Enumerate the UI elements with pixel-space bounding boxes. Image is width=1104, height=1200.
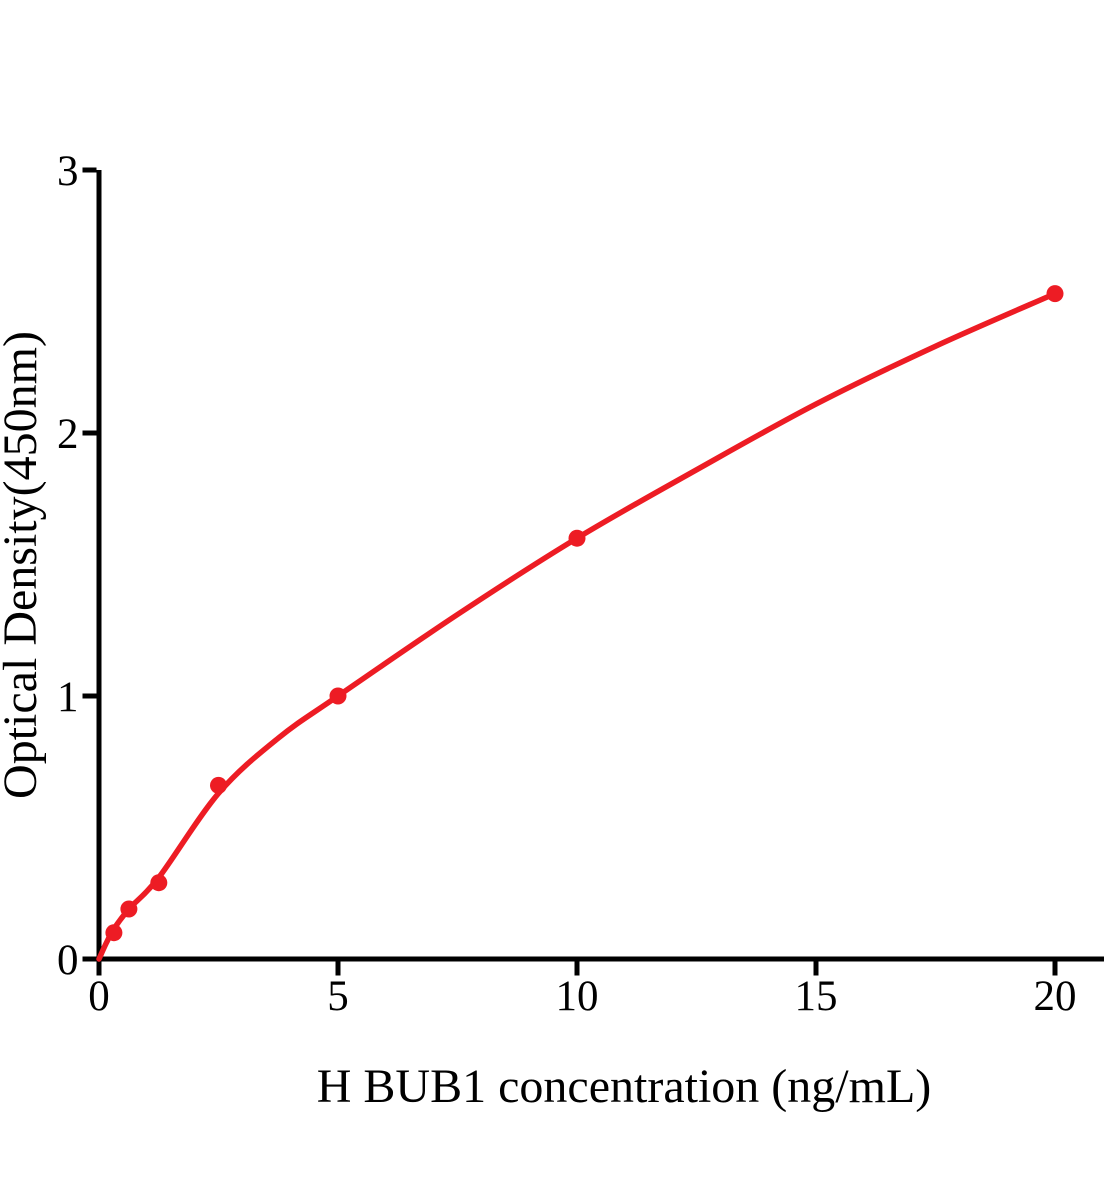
y-tick-label: 0	[57, 937, 79, 984]
points-layer	[105, 285, 1064, 942]
curve-layer	[96, 290, 1058, 962]
x-tick-label: 0	[88, 973, 110, 1020]
data-point-marker	[150, 874, 168, 892]
data-point-marker	[105, 924, 123, 942]
data-point-marker	[1046, 285, 1064, 303]
x-tick-label: 10	[556, 973, 599, 1020]
y-tick-label: 2	[57, 411, 79, 458]
axes-layer	[82, 167, 1104, 976]
y-tick-label: 1	[57, 674, 79, 721]
x-tick-label: 20	[1034, 973, 1077, 1020]
data-point-marker	[210, 776, 227, 794]
y-axis-title: Optical Density(450nm)	[0, 331, 47, 799]
tick-label-layer: 0 5 10 15 20 0 1 2 3	[57, 148, 1077, 1020]
x-tick-label: 15	[795, 973, 838, 1020]
y-tick-label: 3	[57, 148, 79, 195]
standard-curve-line	[96, 290, 1058, 962]
x-axis-title: H BUB1 concentration (ng/mL)	[317, 1060, 932, 1113]
data-point-marker	[329, 687, 347, 705]
data-point-marker	[568, 529, 586, 547]
x-tick-label: 5	[327, 973, 349, 1020]
data-point-marker	[120, 900, 138, 918]
